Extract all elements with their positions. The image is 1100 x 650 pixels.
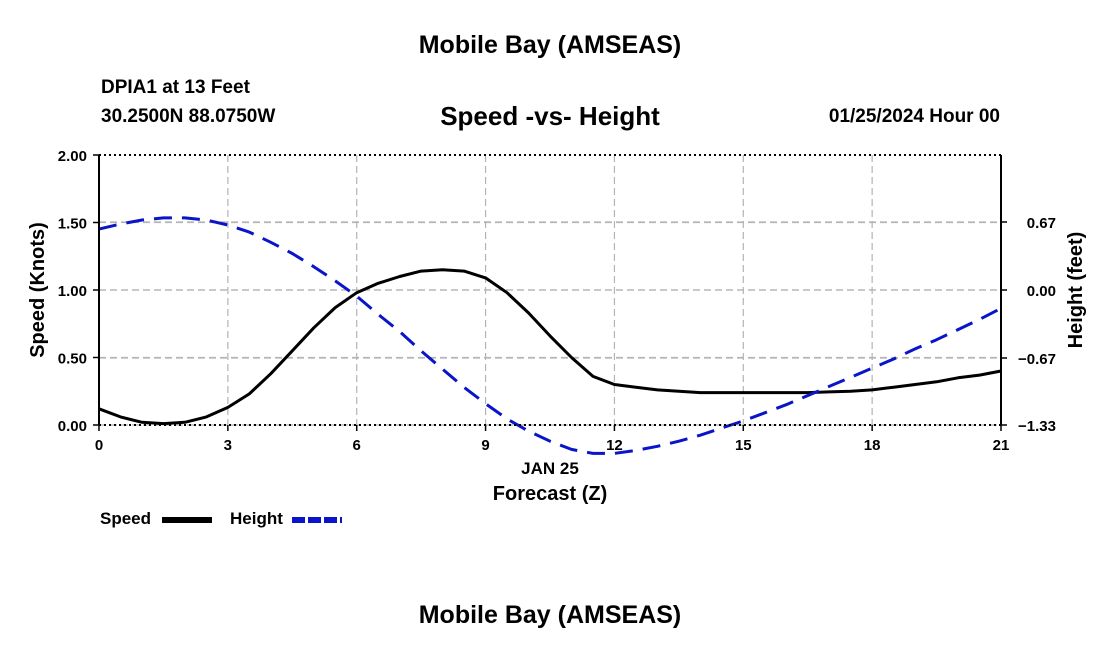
y-tick-label: 1.50	[58, 216, 87, 233]
chart-subtitle: Speed -vs- Height	[440, 101, 660, 131]
y-right-tick-label: 0.67	[1027, 215, 1056, 232]
height-series-line	[98, 216, 1002, 455]
legend-height-label: Height	[230, 509, 283, 528]
plot-frame	[93, 154, 1007, 431]
x-tick-label: 6	[353, 437, 361, 454]
x-axis-title: Forecast (Z)	[493, 483, 607, 505]
y-tick-label: 0.00	[58, 418, 87, 435]
y-right-tick-label: 0.00	[1027, 283, 1056, 300]
y-tick-label: 0.50	[58, 351, 87, 368]
station-coords: 30.2500N 88.0750W	[101, 106, 276, 127]
y-right-axis-title: Height (feet)	[1065, 232, 1087, 349]
axis-labels: 0.00 0.50 1.00 1.50 2.00 0.67 0.00 −0.67 −1.33 0 3…	[27, 148, 1087, 505]
x-tick-label: 15	[735, 437, 752, 454]
y-tick-label: 1.00	[58, 283, 87, 300]
forecast-datetime: 01/25/2024 Hour 00	[828, 106, 1000, 127]
speed-series-line	[98, 268, 1002, 426]
legend-speed-label: Speed	[100, 509, 152, 528]
y-right-tick-label: −0.67	[1018, 351, 1056, 368]
series-layer	[98, 216, 1002, 455]
x-tick-label: 18	[864, 437, 881, 454]
y-tick-label: 2.00	[58, 148, 87, 165]
station-name: DPIA1 at 13 Feet	[101, 77, 250, 98]
x-tick-label: 9	[481, 437, 489, 454]
x-axis-date-label: JAN 25	[521, 459, 579, 478]
x-tick-label: 0	[95, 437, 103, 454]
x-tick-label: 21	[993, 437, 1010, 454]
x-tick-label: 12	[606, 437, 623, 454]
bottom-title: Mobile Bay (AMSEAS)	[418, 601, 682, 629]
y-axis-title: Speed (Knots)	[27, 222, 49, 358]
y-right-tick-label: −1.33	[1018, 418, 1056, 435]
x-tick-label: 3	[224, 437, 232, 454]
grid-layer	[99, 155, 1001, 426]
page-title: Mobile Bay (AMSEAS)	[418, 31, 682, 59]
